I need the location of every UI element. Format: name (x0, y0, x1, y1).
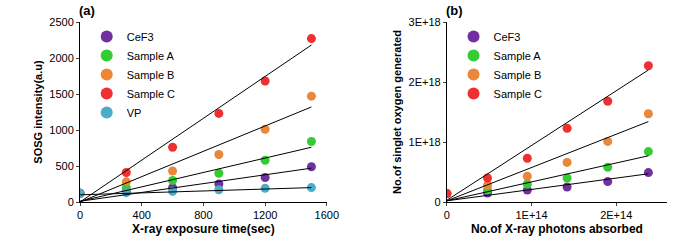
svg-text:(a): (a) (79, 3, 95, 18)
svg-text:1000: 1000 (49, 124, 73, 136)
svg-text:Sample A: Sample A (127, 50, 175, 62)
svg-text:2E+14: 2E+14 (600, 209, 632, 221)
svg-text:Sample A: Sample A (494, 50, 542, 62)
svg-text:No.of singlet oxygen generated: No.of singlet oxygen generated (391, 30, 403, 194)
svg-text:(b): (b) (446, 3, 463, 18)
svg-text:800: 800 (194, 209, 212, 221)
svg-text:Sample C: Sample C (494, 88, 542, 100)
svg-text:No.of X-ray photons absorbed: No.of X-ray photons absorbed (471, 222, 643, 236)
svg-text:1E+14: 1E+14 (515, 209, 547, 221)
svg-text:X-ray exposure time(sec): X-ray exposure time(sec) (132, 222, 275, 236)
svg-text:VP: VP (127, 107, 142, 119)
svg-text:1600: 1600 (315, 209, 339, 221)
svg-text:0: 0 (68, 196, 74, 208)
svg-text:Sample B: Sample B (127, 69, 175, 81)
svg-text:500: 500 (55, 160, 73, 172)
svg-text:1500: 1500 (49, 88, 73, 100)
svg-text:2E+18: 2E+18 (409, 76, 441, 88)
svg-text:0: 0 (77, 209, 83, 221)
svg-text:2000: 2000 (49, 52, 73, 64)
svg-text:Sample B: Sample B (494, 69, 542, 81)
svg-text:CeF3: CeF3 (494, 31, 521, 43)
svg-text:Sample C: Sample C (127, 88, 175, 100)
svg-text:0: 0 (435, 196, 441, 208)
svg-text:1200: 1200 (253, 209, 277, 221)
svg-text:1E+18: 1E+18 (409, 136, 441, 148)
svg-text:0: 0 (444, 209, 450, 221)
svg-text:SOSG intensity(a.u): SOSG intensity(a.u) (32, 60, 44, 164)
svg-text:3E+18: 3E+18 (409, 16, 441, 28)
svg-text:CeF3: CeF3 (127, 31, 154, 43)
svg-text:400: 400 (133, 209, 151, 221)
svg-text:2500: 2500 (49, 16, 73, 28)
